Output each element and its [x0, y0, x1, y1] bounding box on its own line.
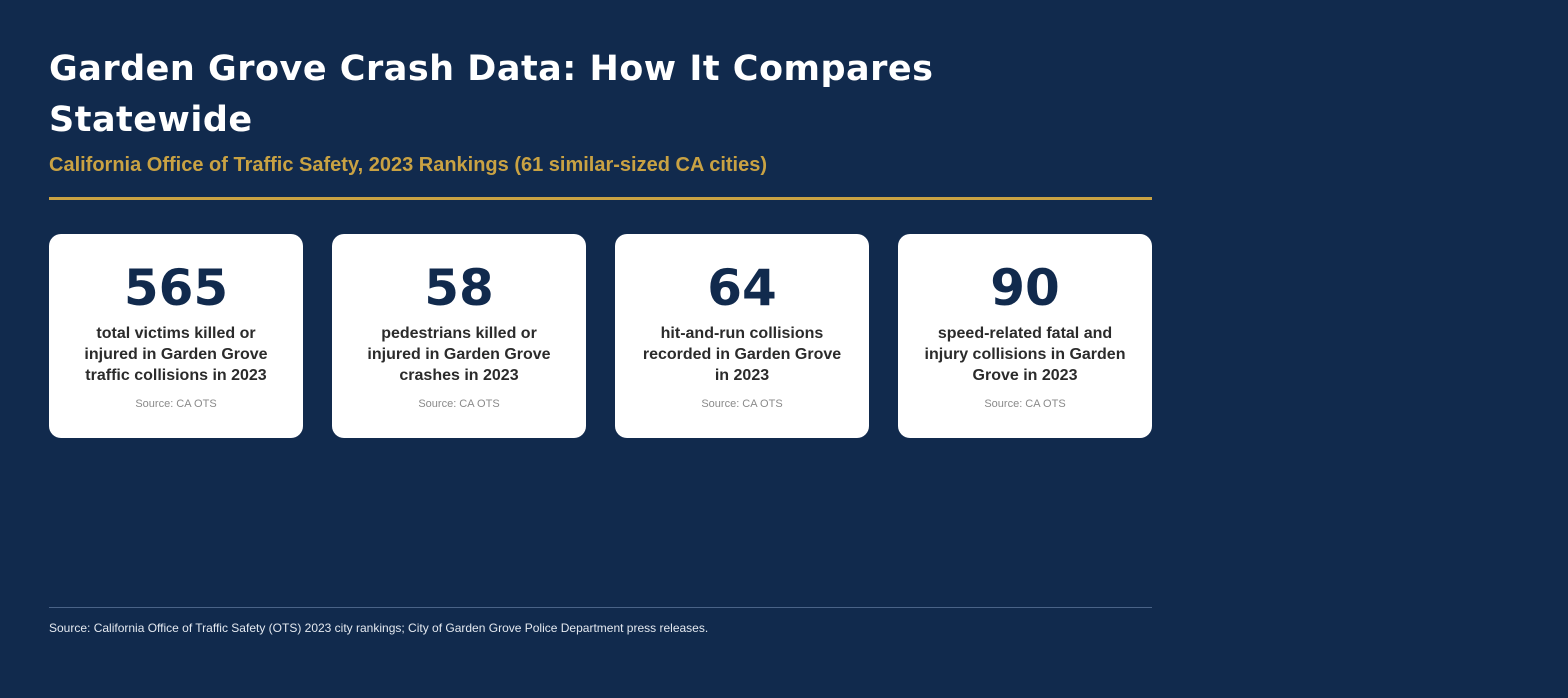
stat-card-hit-and-run: 64 hit-and-run collisions recorded in Ga… [615, 234, 869, 438]
stat-card-pedestrians: 58 pedestrians killed or injured in Gard… [332, 234, 586, 438]
stat-source: Source: CA OTS [701, 398, 783, 410]
stat-card-total-victims: 565 total victims killed or injured in G… [49, 234, 303, 438]
stat-description: total victims killed or injured in Garde… [84, 325, 268, 384]
footer-source-note: Source: California Office of Traffic Saf… [49, 621, 709, 635]
stat-value: 64 [707, 259, 777, 317]
stat-value: 90 [990, 259, 1060, 317]
footer-divider [49, 607, 1152, 608]
stat-source: Source: CA OTS [135, 398, 217, 410]
stat-cards: 565 total victims killed or injured in G… [49, 234, 1152, 438]
header-divider [49, 197, 1152, 200]
stat-description: hit-and-run collisions recorded in Garde… [642, 325, 842, 384]
page-subtitle: California Office of Traffic Safety, 202… [49, 154, 768, 176]
page-title: Garden Grove Crash Data: How It Compares… [49, 49, 934, 140]
stat-description: speed-related fatal and injury collision… [924, 325, 1126, 384]
stat-value: 565 [123, 259, 229, 317]
stat-card-speed-related: 90 speed-related fatal and injury collis… [898, 234, 1152, 438]
stat-description: pedestrians killed or injured in Garden … [367, 325, 551, 384]
stat-source: Source: CA OTS [418, 398, 500, 410]
stat-value: 58 [424, 259, 494, 317]
stat-source: Source: CA OTS [984, 398, 1066, 410]
